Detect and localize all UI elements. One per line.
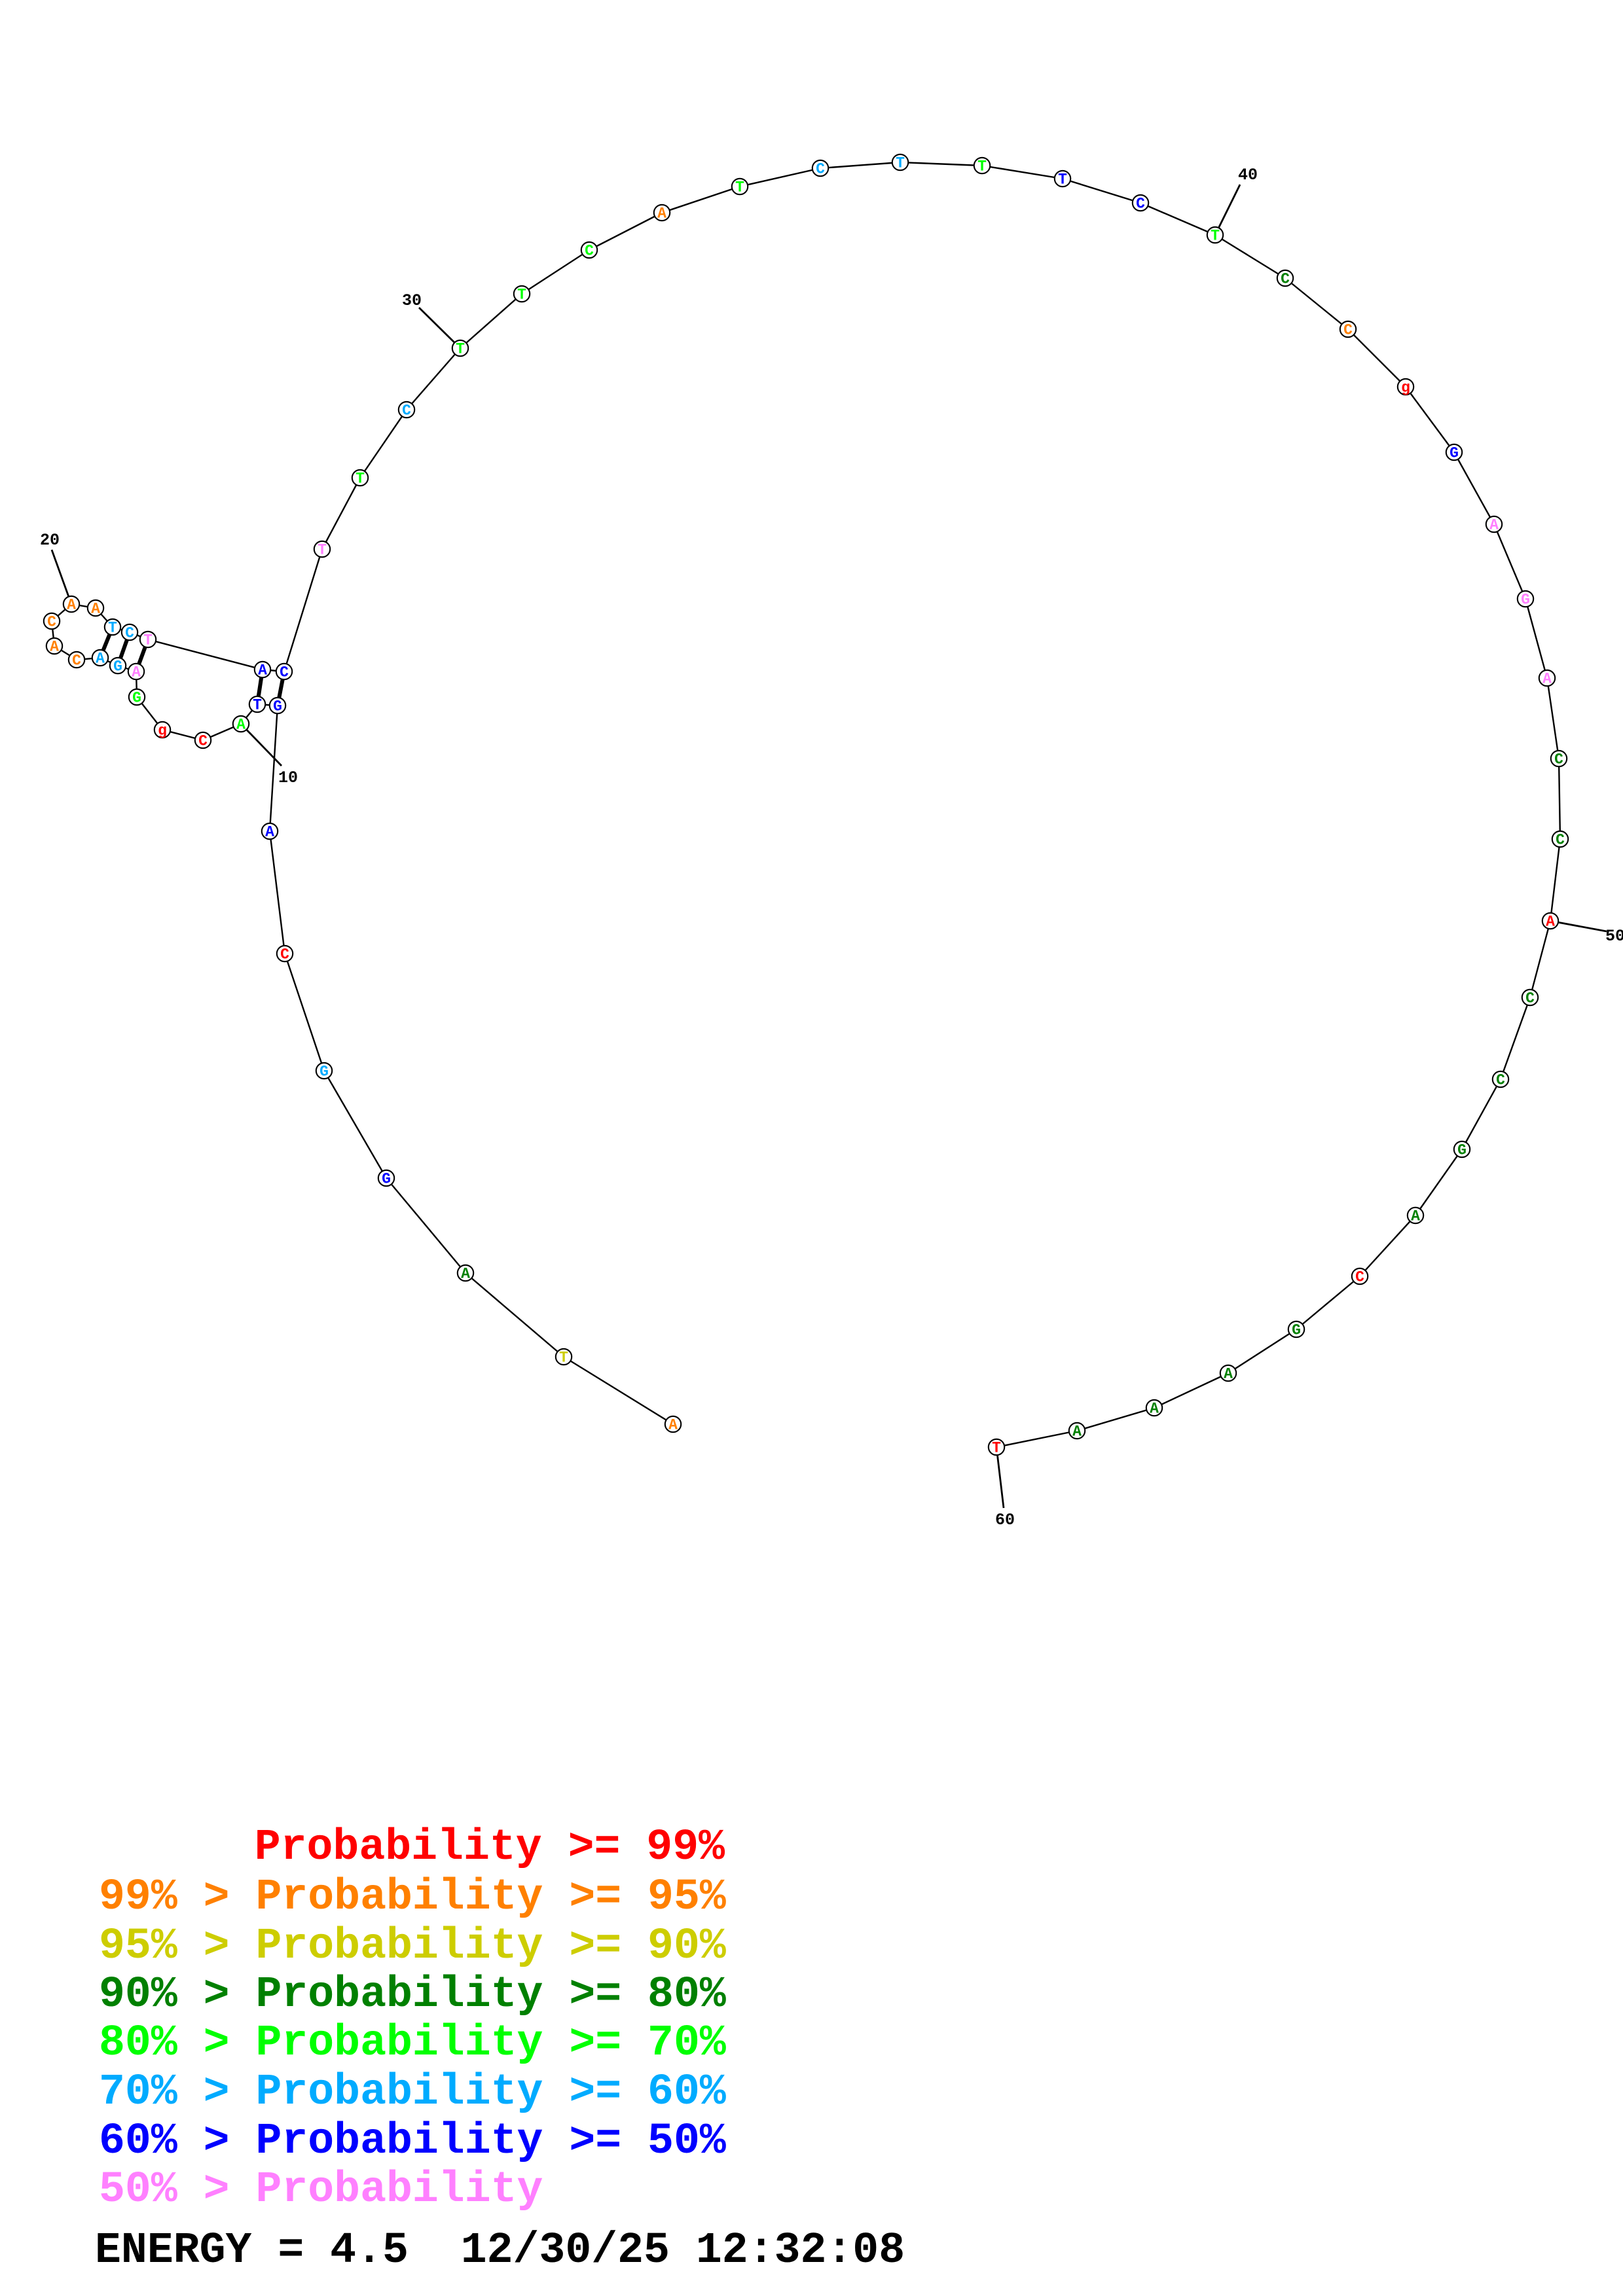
svg-text:A: A: [258, 662, 267, 679]
svg-text:C: C: [1355, 1269, 1364, 1286]
svg-text:A: A: [1542, 671, 1552, 688]
svg-text:A: A: [1224, 1366, 1233, 1383]
svg-text:A: A: [1411, 1208, 1420, 1225]
svg-text:60: 60: [995, 1511, 1015, 1530]
svg-text:A: A: [1072, 1424, 1082, 1441]
svg-text:T: T: [517, 287, 526, 304]
svg-text:T: T: [253, 697, 262, 714]
svg-text:T: T: [1058, 171, 1067, 188]
svg-text:C: C: [1281, 271, 1290, 288]
svg-text:A: A: [236, 717, 246, 734]
svg-text:20: 20: [40, 531, 60, 550]
svg-text:g: g: [158, 723, 167, 740]
svg-text:T: T: [108, 620, 117, 637]
svg-text:A: A: [668, 1417, 678, 1434]
svg-text:C: C: [280, 946, 289, 963]
svg-text:C: C: [1496, 1072, 1505, 1089]
svg-text:C: C: [1556, 832, 1565, 849]
svg-text:A: A: [91, 601, 100, 618]
svg-text:A: A: [50, 639, 59, 656]
svg-text:C: C: [47, 614, 56, 631]
svg-text:g: g: [1401, 380, 1410, 397]
svg-text:95% > Probability >= 90%: 95% > Probability >= 90%: [99, 1922, 726, 1971]
svg-text:70% > Probability >= 60%: 70% > Probability >= 60%: [99, 2068, 726, 2117]
svg-text:10: 10: [278, 768, 298, 787]
svg-text:C: C: [72, 653, 81, 670]
svg-text:Probability >= 99%: Probability >= 99%: [255, 1823, 725, 1872]
svg-text:T: T: [318, 542, 327, 559]
svg-text:C: C: [816, 161, 825, 178]
svg-text:C: C: [585, 243, 594, 260]
svg-text:C: C: [1136, 196, 1145, 213]
svg-text:60% > Probability >= 50%: 60% > Probability >= 50%: [99, 2117, 726, 2166]
svg-text:C: C: [1343, 322, 1353, 339]
svg-text:ENERGY = 4.5 12/30/25 12:32:0: ENERGY = 4.5 12/30/25 12:32:08: [95, 2226, 905, 2275]
svg-text:T: T: [1211, 228, 1220, 245]
svg-text:G: G: [132, 690, 141, 707]
svg-text:T: T: [735, 179, 744, 196]
svg-text:T: T: [896, 155, 905, 172]
svg-text:50: 50: [1605, 927, 1623, 946]
svg-text:C: C: [402, 403, 411, 420]
svg-text:30: 30: [402, 291, 422, 310]
svg-text:C: C: [125, 625, 134, 642]
svg-text:T: T: [356, 471, 365, 488]
svg-text:C: C: [1525, 990, 1535, 1007]
svg-text:80% > Probability >= 70%: 80% > Probability >= 70%: [99, 2018, 726, 2068]
svg-text:C: C: [198, 733, 208, 750]
svg-text:A: A: [1546, 914, 1555, 931]
svg-text:A: A: [461, 1266, 470, 1283]
svg-text:T: T: [977, 158, 987, 175]
svg-text:G: G: [113, 658, 122, 675]
svg-text:A: A: [132, 664, 141, 681]
svg-text:A: A: [67, 597, 76, 614]
svg-text:C: C: [280, 664, 289, 681]
svg-text:G: G: [1457, 1142, 1467, 1159]
svg-text:A: A: [657, 206, 666, 223]
svg-text:T: T: [992, 1440, 1001, 1457]
svg-text:G: G: [319, 1064, 329, 1081]
svg-text:A: A: [265, 824, 274, 841]
svg-text:T: T: [559, 1350, 568, 1367]
svg-text:G: G: [1450, 445, 1459, 462]
svg-text:C: C: [1554, 751, 1563, 768]
svg-text:G: G: [1292, 1322, 1301, 1339]
svg-text:A: A: [1150, 1401, 1159, 1418]
svg-text:90% > Probability >= 80%: 90% > Probability >= 80%: [99, 1970, 726, 2019]
svg-text:40: 40: [1238, 166, 1258, 185]
svg-text:G: G: [382, 1171, 391, 1188]
svg-text:A: A: [96, 651, 105, 668]
svg-text:99% > Probability >= 95%: 99% > Probability >= 95%: [99, 1873, 726, 1922]
svg-text:T: T: [456, 341, 465, 358]
svg-text:T: T: [143, 632, 153, 649]
svg-text:G: G: [273, 698, 282, 715]
svg-text:A: A: [1489, 517, 1499, 534]
svg-text:50% > Probability: 50% > Probability: [99, 2165, 543, 2214]
svg-text:G: G: [1521, 592, 1530, 609]
